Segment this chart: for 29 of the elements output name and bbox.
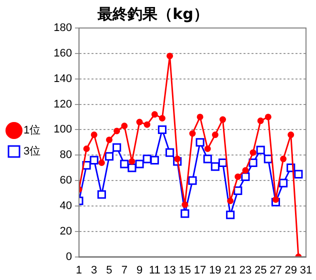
x-tick-label: 15 [178, 264, 192, 276]
x-tick-label: 3 [91, 264, 98, 276]
x-tick-label: 13 [164, 264, 176, 276]
x-tick-label: 23 [239, 264, 252, 276]
y-tick-label: 100 [54, 124, 72, 136]
y-tick-label: 0 [66, 250, 72, 263]
x-tick-label: 9 [136, 264, 143, 276]
y-tick-label: 80 [60, 149, 72, 162]
x-tick-label: 1 [76, 264, 82, 276]
y-tick-label: 20 [60, 225, 72, 238]
y-tick-label: 160 [54, 47, 72, 60]
x-tick-label: 5 [106, 264, 112, 276]
x-tick-label: 29 [284, 264, 297, 276]
y-tick-label: 180 [54, 22, 72, 34]
x-tick-label: 27 [270, 264, 282, 276]
y-tick-label: 60 [60, 174, 72, 187]
y-tick-label: 40 [60, 200, 72, 212]
y-tick-label: 140 [54, 72, 72, 85]
legend-label: 3位 [24, 146, 41, 158]
x-tick-label: 25 [254, 264, 267, 276]
x-tick-label: 31 [300, 264, 312, 276]
x-tick-label: 21 [224, 264, 236, 276]
legend-label: 1位 [24, 124, 41, 137]
chart-title: 最終釣果（kg） [96, 4, 208, 23]
y-tick-label: 120 [54, 98, 72, 110]
x-tick-label: 17 [194, 264, 206, 276]
x-tick-label: 11 [148, 264, 160, 276]
x-tick-label: 19 [209, 264, 222, 276]
x-tick-label: 7 [121, 264, 128, 276]
